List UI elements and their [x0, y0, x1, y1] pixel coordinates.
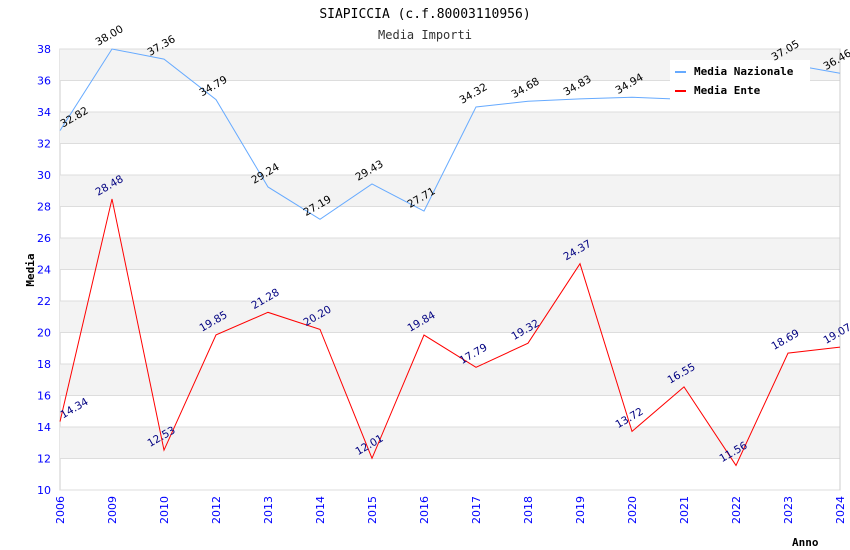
x-tick-label: 2021: [678, 496, 691, 524]
y-tick-label: 16: [37, 390, 51, 403]
x-tick-label: 2013: [262, 496, 275, 524]
x-axis-label: Anno: [792, 536, 819, 549]
y-tick-label: 10: [37, 484, 51, 497]
x-tick-label: 2014: [314, 496, 327, 524]
x-tick-label: 2016: [418, 496, 431, 524]
y-tick-label: 24: [37, 264, 51, 277]
y-tick-label: 28: [37, 201, 51, 214]
grid-band: [60, 238, 840, 270]
x-tick-label: 2009: [106, 496, 119, 524]
y-tick-label: 14: [37, 421, 51, 434]
grid-band: [60, 364, 840, 396]
y-tick-label: 38: [37, 43, 51, 56]
grid-band: [60, 175, 840, 207]
y-tick-label: 32: [37, 138, 51, 151]
y-tick-label: 12: [37, 453, 51, 466]
y-tick-label: 18: [37, 358, 51, 371]
y-tick-label: 20: [37, 327, 51, 340]
x-tick-label: 2023: [782, 496, 795, 524]
x-tick-label: 2010: [158, 496, 171, 524]
x-tick-label: 2015: [366, 496, 379, 524]
y-tick-label: 30: [37, 169, 51, 182]
x-tick-label: 2022: [730, 496, 743, 524]
x-tick-label: 2012: [210, 496, 223, 524]
x-tick-label: 2024: [834, 496, 847, 524]
series-line-1: [59, 198, 841, 467]
data-label: 38.00: [94, 23, 126, 48]
legend-label-nazionale: Media Nazionale: [694, 65, 794, 78]
x-tick-label: 2018: [522, 496, 535, 524]
y-tick-label: 22: [37, 295, 51, 308]
legend-label-ente: Media Ente: [694, 84, 761, 97]
y-axis-label: Media: [24, 253, 37, 286]
legend-swatch-ente: [675, 90, 686, 92]
y-tick-label: 26: [37, 232, 51, 245]
grid-band: [60, 112, 840, 144]
x-tick-label: 2020: [626, 496, 639, 524]
y-tick-label: 36: [37, 75, 51, 88]
x-tick-label: 2017: [470, 496, 483, 524]
x-tick-label: 2019: [574, 496, 587, 524]
y-tick-label: 34: [37, 106, 51, 119]
chart-title: SIAPICCIA (c.f.80003110956): [319, 7, 530, 22]
legend-swatch-nazionale: [675, 71, 686, 73]
grid-band: [60, 427, 840, 459]
grid-band: [60, 301, 840, 333]
x-tick-label: 2006: [54, 496, 67, 524]
chart-subtitle: Media Importi: [378, 28, 472, 42]
legend: Media Nazionale Media Ente: [670, 60, 810, 102]
